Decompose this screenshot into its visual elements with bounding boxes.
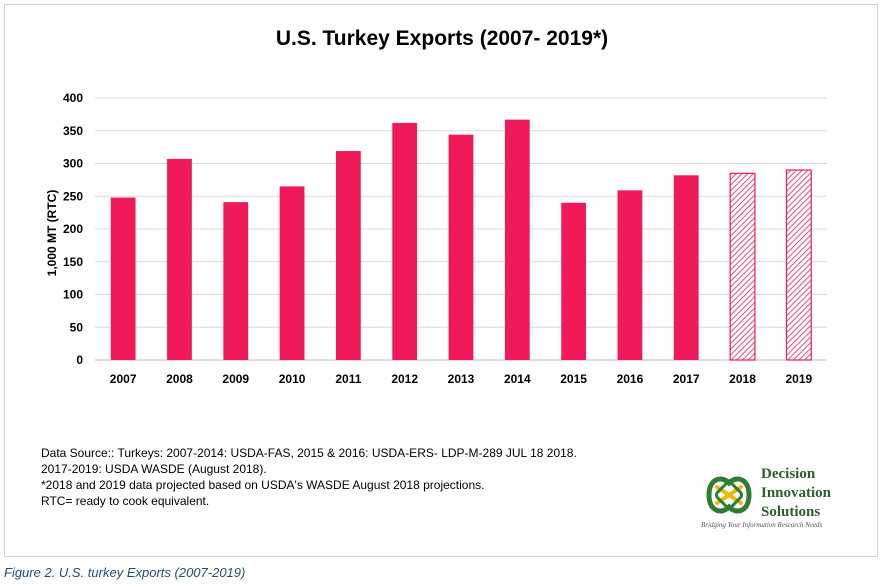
logo-line-1: Decision [761,466,816,482]
x-tick-label: 2015 [560,372,587,386]
x-tick-label: 2011 [335,372,361,386]
bar-chart: 0 50 100 150 200 250 300 350 400 2007 2008 2009 2010… [63,91,827,386]
logo-tagline: Bridging Your Information Research Needs [701,521,823,529]
x-tick-label: 2007 [110,372,137,386]
logo-wordmark: Decision Innovation Solutions [761,465,831,522]
chart-title: U.S. Turkey Exports (2007- 2019*) [275,27,609,50]
y-tick-label: 200 [63,222,83,236]
x-tick-label: 2014 [504,372,531,386]
figure-caption: Figure 2. U.S. turkey Exports (2007-2019… [4,565,246,580]
logo-line-3: Solutions [761,504,821,520]
bar [561,202,587,360]
y-tick-label: 0 [76,353,83,367]
bar [167,158,192,360]
x-tick-label: 2019 [785,372,812,386]
y-tick-label: 350 [63,124,83,138]
x-tick-label: 2013 [448,372,475,386]
x-tick-label: 2010 [279,372,306,386]
bar [279,186,305,360]
bar [673,175,699,360]
y-axis-title: 1,000 MT (RTC) [45,189,59,277]
data-source-notes: Data Source:: Turkeys: 2007-2014: USDA-F… [41,445,641,509]
note-line-3: *2018 and 2019 data projected based on U… [41,478,485,492]
bar [392,122,418,360]
y-tick-label: 250 [63,189,83,203]
x-tick-label: 2017 [673,372,700,386]
bar [335,151,361,360]
bar [504,119,530,361]
bar [448,134,474,360]
y-tick-label: 400 [63,91,83,105]
bar-projected [729,172,756,361]
bar [223,202,249,360]
y-tick-label: 300 [63,157,83,171]
x-tick-label: 2009 [222,372,249,386]
y-tick-label: 100 [63,288,83,302]
x-tick-label: 2012 [391,372,418,386]
note-line-4: RTC= ready to cook equivalent. [41,494,210,508]
x-tick-label: 2018 [729,372,756,386]
x-tick-label: 2008 [166,372,193,386]
note-line-1: Data Source:: Turkeys: 2007-2014: USDA-F… [41,446,577,460]
company-logo: Decision Innovation Solutions Bridging Y… [695,463,855,538]
knot-logo-icon [706,476,752,514]
logo-line-2: Innovation [761,485,832,501]
x-tick-label: 2016 [617,372,644,386]
bar-projected [785,169,812,361]
bar [617,190,643,360]
chart-frame: U.S. Turkey Exports (2007- 2019*) 0 50 100… [4,4,878,557]
note-line-2: 2017-2019: USDA WASDE (August 2018). [41,462,267,476]
y-tick-label: 50 [70,320,84,334]
bar [110,197,136,360]
y-tick-label: 150 [63,255,83,269]
